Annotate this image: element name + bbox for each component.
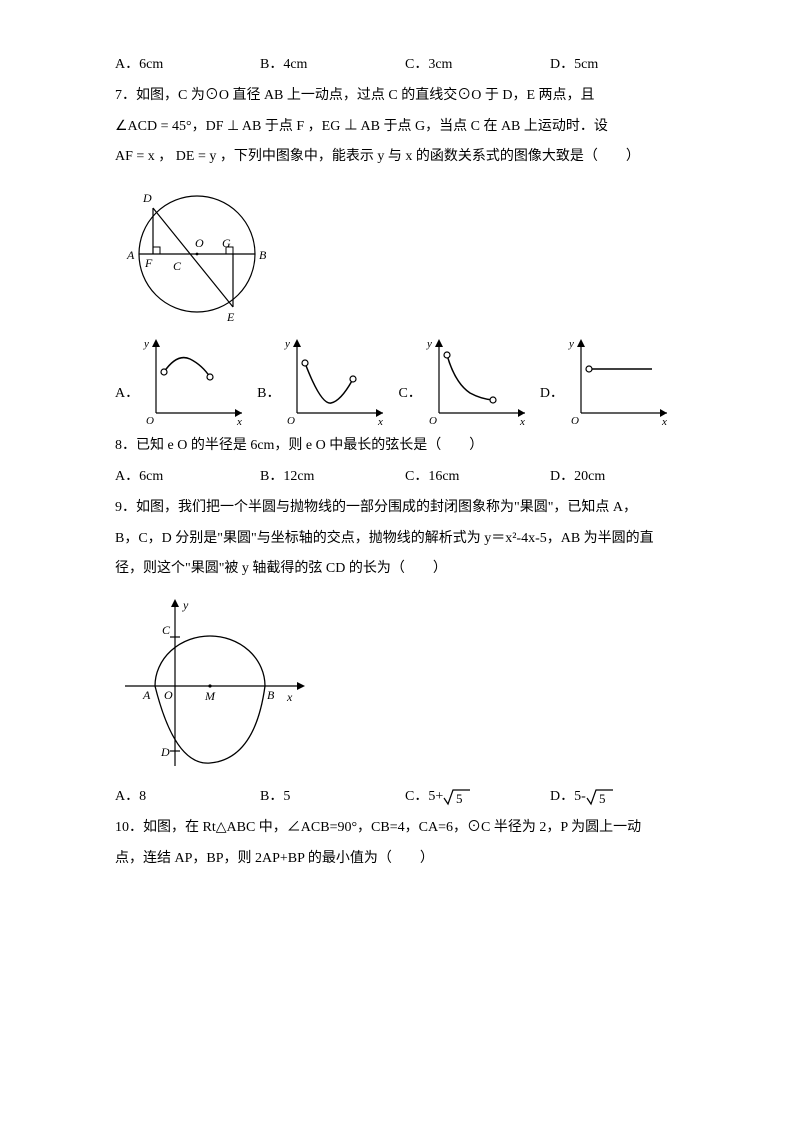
svg-text:O: O	[287, 415, 295, 425]
svg-text:B: B	[267, 688, 275, 702]
svg-text:O: O	[429, 415, 437, 425]
q6-opt-a: A．6cm	[115, 50, 260, 81]
svg-text:x: x	[661, 416, 667, 425]
label-f: F	[144, 256, 153, 270]
q7-circle-figure: D A F C O G B E	[115, 179, 280, 329]
q8-options: A．6cm B．12cm C．16cm D．20cm	[115, 462, 694, 493]
svg-text:5: 5	[456, 791, 463, 806]
q7-go-d-label: D．	[540, 379, 564, 410]
q7-graph-d: x y O	[567, 335, 672, 425]
q7-graph-b: x y O	[283, 335, 388, 425]
svg-text:C: C	[162, 623, 171, 637]
q6-opt-c: C．3cm	[405, 50, 550, 81]
svg-text:x: x	[236, 416, 242, 425]
svg-text:y: y	[143, 338, 149, 350]
svg-text:A: A	[142, 688, 151, 702]
q9-line3: 径，则这个"果圆"被 y 轴截得的弦 CD 的长为（ ）	[115, 554, 694, 585]
q10-line2: 点，连结 AP，BP，则 2AP+BP 的最小值为（ ）	[115, 844, 694, 875]
label-a: A	[126, 248, 135, 262]
q8-text: 8．已知 e O 的半径是 6cm，则 e O 中最长的弦长是（ ）	[115, 431, 694, 462]
q7-go-a-label: A．	[115, 379, 139, 410]
q8-opt-b: B．12cm	[260, 462, 405, 493]
q6-opt-d: D．5cm	[550, 50, 695, 81]
q9-opt-b: B．5	[260, 782, 405, 813]
svg-text:y: y	[426, 338, 432, 350]
q8-opt-c: C．16cm	[405, 462, 550, 493]
q7-go-c-label: C．	[398, 379, 421, 410]
svg-text:y: y	[182, 598, 189, 612]
svg-text:O: O	[164, 688, 173, 702]
svg-text:D: D	[160, 745, 170, 759]
label-o: O	[195, 236, 204, 250]
label-e: E	[226, 310, 235, 324]
label-g: G	[222, 236, 231, 250]
svg-text:y: y	[284, 338, 290, 350]
q6-opt-b: B．4cm	[260, 50, 405, 81]
q7-graph-options: A． x y O B． x y	[115, 335, 694, 425]
svg-text:O: O	[146, 415, 154, 425]
svg-text:y: y	[568, 338, 574, 350]
svg-text:O: O	[571, 415, 579, 425]
q8-opt-d: D．20cm	[550, 462, 695, 493]
sqrt-icon: 5	[586, 788, 614, 806]
sqrt-icon: 5	[443, 788, 471, 806]
q9-options: A．8 B．5 C．5+5 D．5-5	[115, 782, 694, 813]
label-d: D	[142, 191, 152, 205]
q9-line1: 9．如图，我们把一个半圆与抛物线的一部分围成的封闭图象称为"果圆"，已知点 A，	[115, 493, 694, 524]
q7-line2: ∠ACD = 45°，DF ⊥ AB 于点 F ，EG ⊥ AB 于点 G，当点…	[115, 112, 694, 143]
q9-opt-d: D．5-5	[550, 782, 695, 813]
q6-options: A．6cm B．4cm C．3cm D．5cm	[115, 50, 694, 81]
svg-text:x: x	[286, 690, 293, 704]
q9-opt-c: C．5+5	[405, 782, 550, 813]
label-c: C	[173, 259, 182, 273]
q7-go-b-label: B．	[257, 379, 280, 410]
q7-line3: AF = x ， DE = y ，下列中图象中，能表示 y 与 x 的函数关系式…	[115, 142, 694, 173]
q9-opt-a: A．8	[115, 782, 260, 813]
label-b: B	[259, 248, 267, 262]
q7-graph-c: x y O	[425, 335, 530, 425]
svg-text:5: 5	[599, 791, 606, 806]
q9-line2: B，C，D 分别是"果圆"与坐标轴的交点，抛物线的解析式为 y＝x²-4x-5，…	[115, 524, 694, 555]
q9-fruit-figure: A O M B C D x y	[115, 591, 315, 776]
svg-text:M: M	[204, 689, 216, 703]
q8-opt-a: A．6cm	[115, 462, 260, 493]
q10-line1: 10．如图，在 Rt△ABC 中，∠ACB=90°，CB=4，CA=6，⊙C 半…	[115, 813, 694, 844]
q7-line1: 7．如图，C 为⊙O 直径 AB 上一动点，过点 C 的直线交⊙O 于 D，E …	[115, 81, 694, 112]
svg-text:x: x	[377, 416, 383, 425]
svg-text:x: x	[519, 416, 525, 425]
q7-graph-a: x y O	[142, 335, 247, 425]
